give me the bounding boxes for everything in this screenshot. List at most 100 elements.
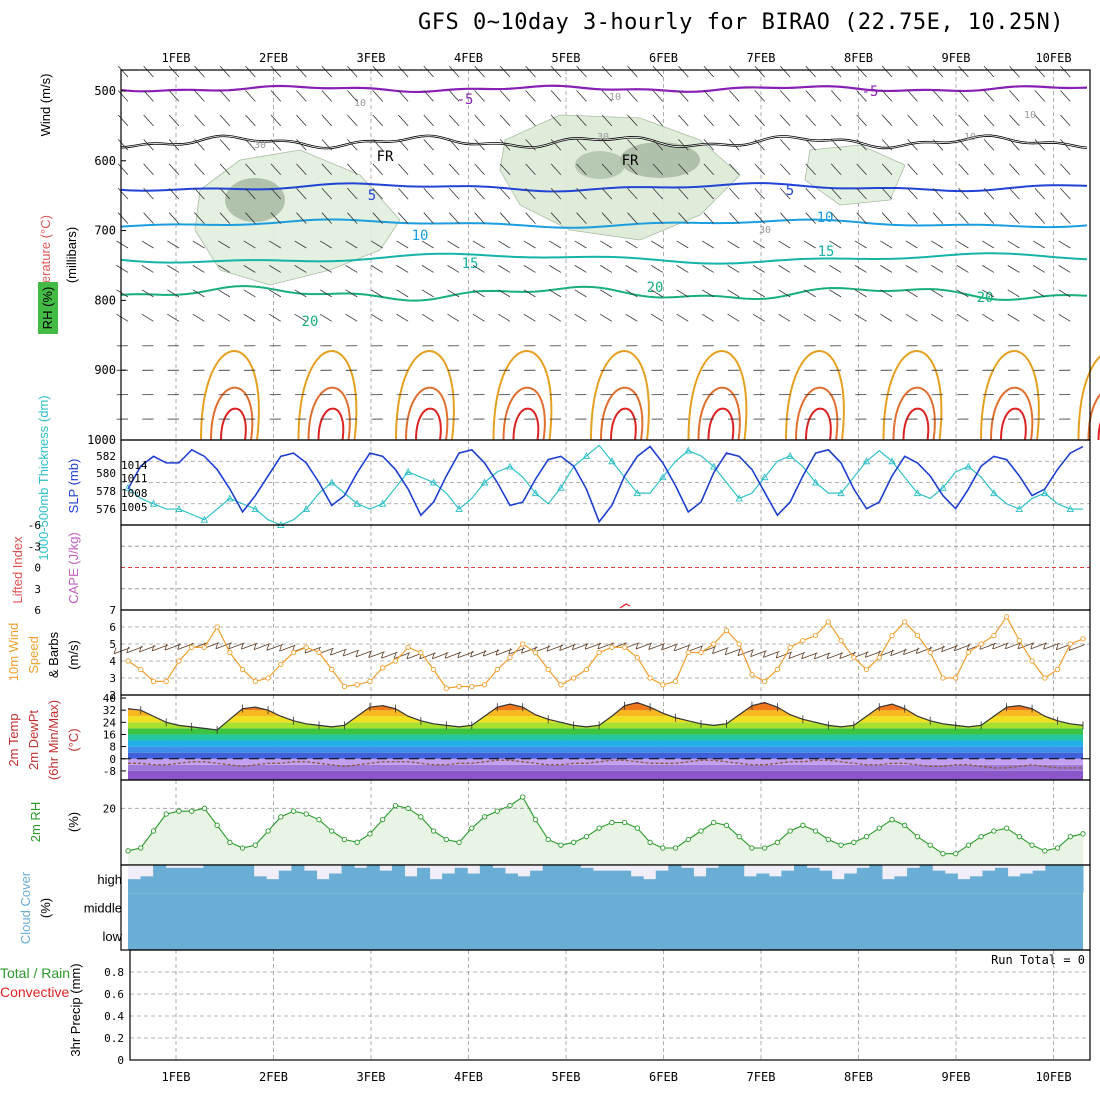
wind-barb-staff — [270, 90, 282, 102]
wind-barb-staff — [116, 240, 129, 249]
wind-barb-staff — [141, 265, 154, 273]
wind-speed-point — [965, 649, 972, 656]
wind-barb-staff — [549, 313, 562, 322]
cloud-bar-high — [1007, 876, 1021, 894]
wind-barb-staff — [983, 212, 995, 224]
wind-barb-staff — [549, 240, 562, 249]
rh-point — [749, 845, 755, 851]
wind-barb-staff — [550, 90, 562, 102]
ylabel-total-rain: Total / Rain — [0, 965, 70, 981]
isotherm-label: 15 — [462, 256, 479, 272]
wind-barb-staff — [245, 139, 256, 151]
cloud-bar-high — [203, 865, 217, 894]
wind-barb-staff — [982, 265, 995, 273]
cloud-bar-high — [580, 867, 594, 894]
wind-barb-staff — [525, 114, 536, 127]
wind-barb-staff — [525, 187, 536, 200]
thickness-point — [353, 499, 361, 507]
wind-barb-staff — [627, 212, 638, 224]
rh-point — [316, 817, 322, 823]
wind-barb-staff — [983, 65, 995, 78]
temp-band — [128, 728, 1083, 735]
wind-barb-staff — [448, 114, 460, 127]
wind-barb-staff — [168, 187, 180, 200]
isotherm-30 — [600, 386, 644, 441]
wind-barb-staff — [398, 65, 409, 78]
isotherm-25 — [785, 350, 845, 441]
wind-barb-staff — [499, 114, 511, 127]
wind-barb-10m-flag — [508, 648, 512, 655]
wind-barb-staff — [780, 65, 791, 78]
rh-point — [596, 825, 602, 831]
rh-point — [774, 839, 781, 845]
wind-barb-staff — [499, 139, 511, 151]
temp-line — [127, 701, 1084, 731]
rh-point — [965, 842, 972, 848]
wind-barb-staff — [268, 265, 282, 273]
x-tick-label-top: 5FEB — [552, 51, 581, 65]
y-tick-label: 16 — [103, 728, 116, 741]
wind-barb-10m-flag — [559, 644, 563, 651]
cloud-bar-high — [178, 867, 192, 894]
cloud-bar-high — [492, 867, 506, 894]
wind-speed-point — [354, 682, 360, 688]
isotherm-35 — [610, 407, 637, 441]
wind-barb-staff — [703, 163, 715, 175]
ylabel-wind-units: (m/s) — [66, 640, 81, 670]
wind-barb-staff — [117, 65, 129, 78]
thickness-point — [531, 489, 540, 497]
rh-point — [201, 805, 208, 811]
x-tick-label-top: 8FEB — [844, 51, 873, 65]
wind-barb-staff — [218, 289, 231, 298]
wind-barb-staff — [627, 163, 638, 175]
wind-barb-staff — [907, 212, 918, 224]
wind-barb-staff — [525, 65, 536, 78]
rh-point — [978, 834, 984, 840]
wind-barb-staff — [550, 114, 562, 127]
wind-barb-staff — [676, 240, 689, 249]
wind-speed-point — [1054, 666, 1061, 673]
wind-barb-staff — [805, 187, 816, 200]
wind-barb-staff — [296, 114, 307, 127]
wind-barb-staff — [219, 163, 231, 175]
wind-barb-staff — [370, 265, 383, 273]
wind-barb-10m-flag — [661, 643, 664, 651]
wind-barb-10m-flag — [495, 649, 499, 656]
cloud-bar-high — [819, 870, 833, 894]
wind-speed-point — [749, 671, 755, 678]
wind-barb-staff — [243, 265, 256, 273]
wind-speed-point — [800, 637, 806, 644]
wind-barb-10m — [661, 643, 678, 651]
wind-barb-staff — [448, 163, 460, 175]
wind-barb-staff — [729, 212, 740, 224]
wind-barb-staff — [729, 65, 740, 78]
wind-barb-staff — [498, 240, 511, 249]
wind-barb-staff — [805, 90, 816, 102]
wind-barb-10m — [763, 650, 780, 658]
thickness-point — [837, 489, 845, 497]
wind-barb-staff — [803, 289, 816, 298]
wind-barb-staff — [447, 289, 460, 298]
y-tick-label: 1008 — [121, 487, 148, 500]
wind-barb-staff — [194, 187, 205, 200]
wind-barb-staff — [1060, 139, 1071, 151]
wind-barb-staff — [550, 65, 562, 78]
wind-barb-10m-flag — [941, 645, 945, 652]
wind-speed-point — [138, 666, 144, 673]
cloud-bar-high — [881, 879, 896, 894]
wind-barb-staff — [474, 163, 485, 175]
y-tick-label: 0.6 — [104, 988, 124, 1001]
wind-barb-staff — [499, 212, 511, 224]
wind-barb-staff — [982, 313, 995, 322]
isotherm-label: 20 — [647, 280, 664, 296]
wind-barb-staff — [319, 313, 332, 322]
wind-barb-staff — [678, 212, 689, 224]
wind-speed-point — [991, 632, 997, 639]
wind-barb-10m-flag — [648, 643, 652, 650]
wind-barb-staff — [803, 313, 816, 322]
wind-barb-staff — [474, 212, 485, 224]
wind-barb-staff — [983, 139, 995, 151]
wind-barb-staff — [270, 139, 282, 151]
wind-barb-staff — [601, 212, 613, 224]
cloud-bar-high — [429, 879, 443, 894]
